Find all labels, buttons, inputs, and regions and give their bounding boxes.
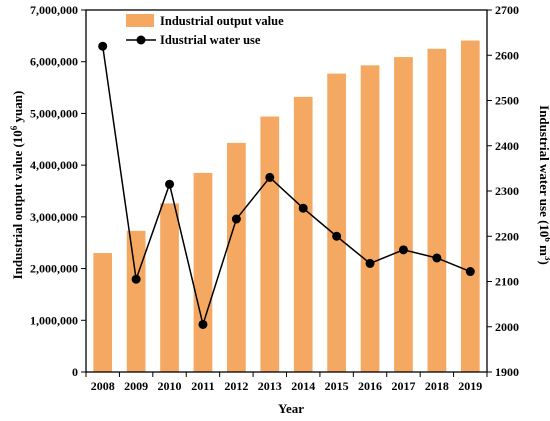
x-tick-label: 2009 <box>124 379 148 393</box>
bar-2014 <box>293 96 313 372</box>
left-tick-label: 1,000,000 <box>30 313 78 327</box>
water-use-point-2016 <box>365 258 375 268</box>
bar-2019 <box>460 40 480 373</box>
left-tick-label: 0 <box>72 365 78 379</box>
x-axis: 2008 2009 2010 2011 2012 2013 2014 2015 2016 2017… <box>85 372 488 393</box>
right-tick-label: 2400 <box>495 139 519 153</box>
water-use-point-2015 <box>332 231 342 241</box>
bar-2012 <box>227 142 246 372</box>
water-use-point-2013 <box>265 172 275 182</box>
plot-border <box>85 9 488 373</box>
water-use-point-2018 <box>432 253 442 263</box>
left-axis: 0 1,000,000 2,000,000 3,000,000 4,000,000 5,0… <box>30 3 86 379</box>
left-tick-label: 2,000,000 <box>30 262 78 276</box>
right-tick-label: 2500 <box>495 94 519 108</box>
plot-frame <box>85 9 488 373</box>
line-layer <box>98 41 475 329</box>
legend: Industrial output value Idustrial water … <box>126 14 284 47</box>
legend-swatch-water-use-marker <box>136 35 146 45</box>
y-right-axis-title: Industrial water use (106 m3) <box>537 105 550 265</box>
bar-2011 <box>193 172 213 372</box>
water-use-point-2010 <box>165 179 175 189</box>
x-tick-label: 2012 <box>224 379 248 393</box>
y-right-title-sup2: 3 <box>543 256 550 261</box>
x-tick-label: 2010 <box>158 379 182 393</box>
bar-2009 <box>126 230 146 372</box>
x-tick-label: 2017 <box>391 379 415 393</box>
x-tick-label: 2015 <box>325 379 349 393</box>
right-tick-label: 2100 <box>495 275 519 289</box>
right-tick-label: 1900 <box>495 365 519 379</box>
y-left-title-part1: Industrial output value (10 <box>10 130 25 279</box>
y-right-title-part1: Industrial water use (10 <box>537 105 550 237</box>
right-axis: 1900 2000 2100 2200 2300 2400 2500 2600 2700 <box>487 3 519 379</box>
bar-2016 <box>360 65 380 372</box>
legend-swatch-output-value <box>126 14 154 27</box>
left-tick-label: 5,000,000 <box>30 106 78 120</box>
y-right-title-sup1: 6 <box>543 237 550 242</box>
water-use-point-2009 <box>131 274 141 284</box>
x-tick-label: 2016 <box>358 379 382 393</box>
bar-2015 <box>327 73 346 372</box>
right-tick-label: 2600 <box>495 48 519 62</box>
bars-layer <box>93 40 480 373</box>
x-tick-label: 2018 <box>425 379 449 393</box>
x-tick-label: 2013 <box>258 379 282 393</box>
left-tick-label: 6,000,000 <box>30 55 78 69</box>
water-use-point-2014 <box>298 203 308 213</box>
x-axis-title: Year <box>278 401 304 416</box>
left-tick-label: 4,000,000 <box>30 158 78 172</box>
y-right-title-part3: ) <box>537 261 550 265</box>
bar-2010 <box>160 203 179 372</box>
y-left-title-sup: 6 <box>9 125 19 130</box>
water-use-point-2008 <box>98 41 108 51</box>
left-tick-label: 7,000,000 <box>30 3 78 17</box>
y-left-axis-title: Industrial output value (106 yuan) <box>9 91 25 280</box>
bar-2008 <box>93 253 113 372</box>
x-tick-label: 2008 <box>91 379 115 393</box>
bar-2013 <box>260 116 280 372</box>
legend-label-output-value: Industrial output value <box>160 14 284 28</box>
legend-label-water-use: Idustrial water use <box>160 33 261 47</box>
water-use-point-2011 <box>198 319 208 329</box>
x-tick-label: 2011 <box>191 379 214 393</box>
water-use-point-2019 <box>465 267 475 277</box>
right-tick-label: 2700 <box>495 3 519 17</box>
y-left-title-part2: yuan) <box>10 91 25 126</box>
water-use-point-2012 <box>231 214 241 224</box>
bar-2017 <box>394 57 413 373</box>
right-tick-label: 2300 <box>495 184 519 198</box>
y-right-title-part2: m <box>537 242 550 256</box>
water-use-point-2017 <box>398 245 408 255</box>
water-use-line <box>101 46 471 328</box>
bar-2018 <box>427 48 447 373</box>
right-tick-label: 2000 <box>495 320 519 334</box>
x-tick-label: 2019 <box>458 379 482 393</box>
left-tick-label: 3,000,000 <box>30 210 78 224</box>
x-tick-label: 2014 <box>291 379 315 393</box>
right-tick-label: 2200 <box>495 229 519 243</box>
